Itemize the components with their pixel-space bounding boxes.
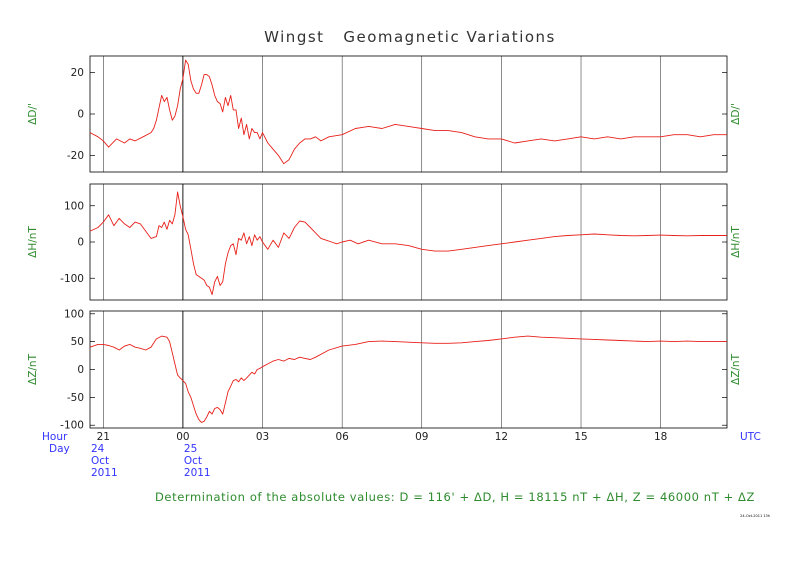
year-label: 2011	[91, 467, 118, 479]
absolute-values-note: Determination of the absolute values: D …	[155, 490, 755, 504]
hour-tick-label: 03	[256, 431, 269, 443]
y-axis-label-left: ΔH/nT	[27, 226, 39, 258]
hour-tick-label: 00	[176, 431, 189, 443]
y-axis-label-left: ΔD/'	[27, 103, 39, 125]
y-axis-label-right: ΔZ/nT	[730, 353, 742, 385]
y-tick-label: 100	[64, 200, 84, 212]
panel-z: 100 50 0 -50 -100 ΔZ/nT ΔZ/nT	[27, 308, 742, 431]
y-tick-label: -100	[60, 420, 84, 432]
y-tick-label: 50	[71, 336, 84, 348]
hour-tick-label: 06	[335, 431, 349, 443]
y-tick-label: 100	[64, 308, 84, 320]
y-tick-label: -20	[67, 150, 84, 162]
y-tick-label: 0	[77, 364, 84, 376]
y-tick-label: 0	[77, 109, 84, 121]
timestamp-stamp: 24-Oct-2011 13h	[740, 514, 770, 518]
hour-tick-label: 15	[574, 431, 587, 443]
hour-tick-label: 18	[654, 431, 667, 443]
hour-label: Hour	[42, 431, 68, 443]
panel-frame	[89, 310, 728, 429]
panel-frame	[89, 183, 728, 301]
day-number: 24	[91, 443, 105, 455]
y-tick-label: -100	[60, 273, 84, 285]
hour-tick-label: 12	[495, 431, 508, 443]
y-axis-label-right: ΔH/nT	[730, 226, 742, 258]
hour-tick-label: 21	[97, 431, 110, 443]
panel-d: 20 0 -20 ΔD/' ΔD/'	[27, 55, 742, 173]
series-line-d	[89, 59, 727, 165]
chart-title: Wingst Geomagnetic Variations	[264, 28, 556, 46]
panels: 20 0 -20 ΔD/' ΔD/' 100 0 -100 ΔH/nT ΔH/nT 100 50 0 -5…	[27, 55, 742, 432]
year-label: 2011	[184, 467, 211, 479]
y-axis-label-right: ΔD/'	[730, 103, 742, 125]
month-label: Oct	[184, 455, 202, 467]
y-tick-label: -50	[67, 392, 84, 404]
series-line-z	[89, 335, 727, 423]
day-label: Day	[49, 443, 70, 455]
series-line-h	[89, 191, 727, 296]
month-label: Oct	[91, 455, 109, 467]
y-tick-label: 0	[77, 237, 84, 249]
day-number: 25	[184, 443, 197, 455]
panel-frame	[89, 55, 728, 173]
panel-h: 100 0 -100 ΔH/nT ΔH/nT	[27, 183, 742, 301]
utc-label: UTC	[740, 431, 761, 443]
hour-tick-label: 09	[415, 431, 428, 443]
y-tick-label: 20	[71, 67, 84, 79]
y-axis-label-left: ΔZ/nT	[27, 353, 39, 385]
